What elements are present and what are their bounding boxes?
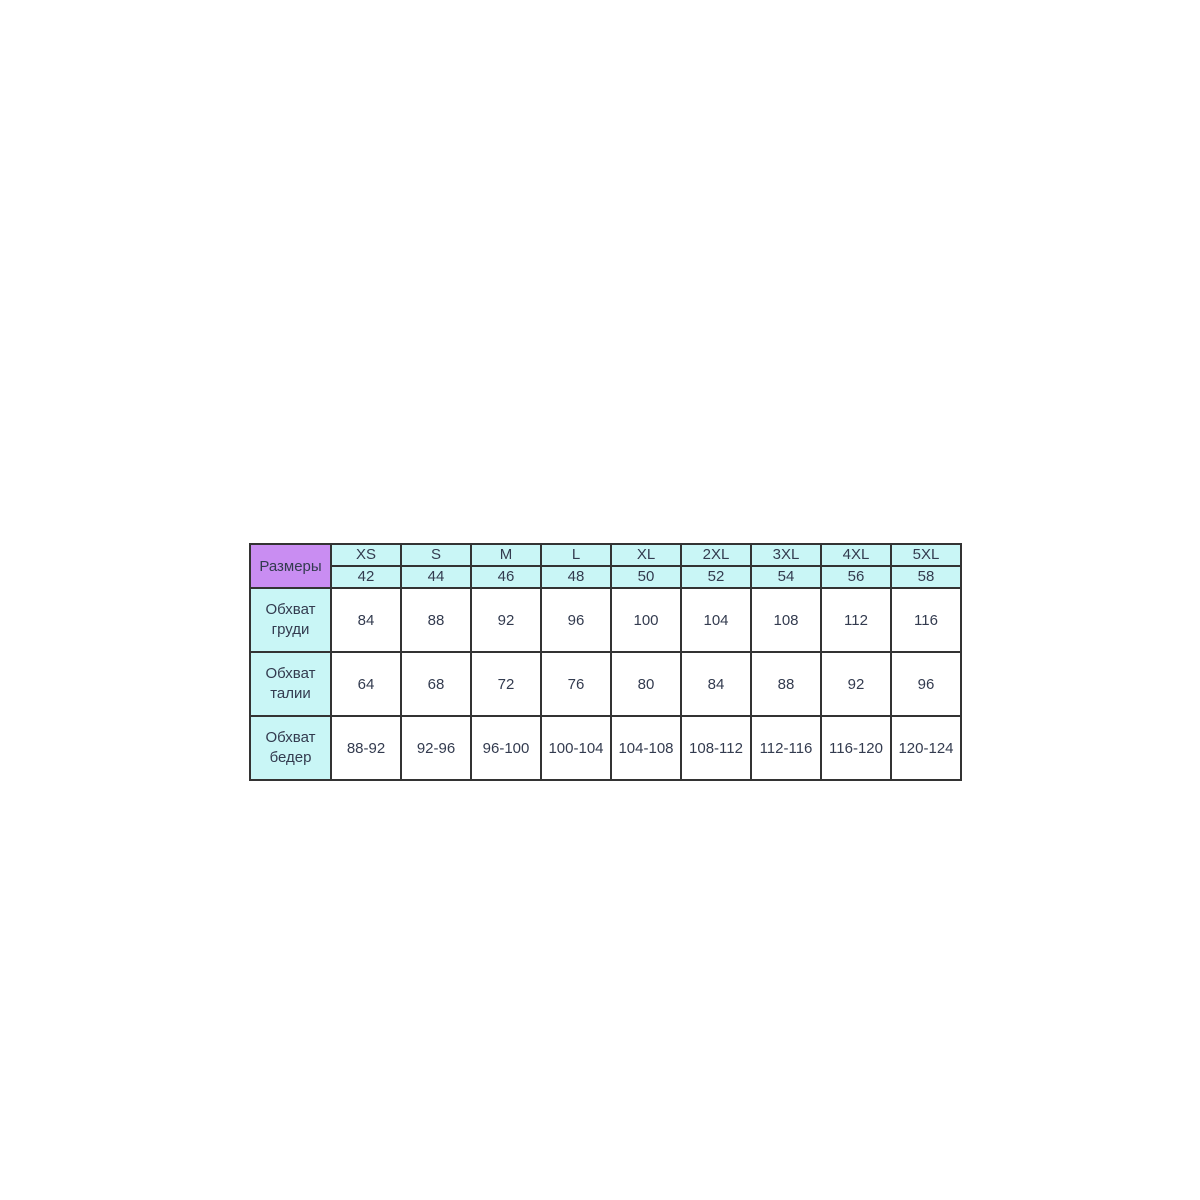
table-cell: 88	[400, 587, 472, 653]
table-cell: 76	[540, 651, 612, 717]
table-row-chest: Обхват груди 84 88 92 96 100 104 108 112…	[249, 587, 962, 653]
size-number-row: 42 44 46 48 50 52 54 56 58	[250, 565, 962, 589]
size-number-56: 56	[820, 565, 892, 589]
size-number-52: 52	[680, 565, 752, 589]
table-cell: 104	[680, 587, 752, 653]
size-name-xs: XS	[330, 543, 402, 567]
size-name-3xl: 3XL	[750, 543, 822, 567]
table-cell: 68	[400, 651, 472, 717]
table-row-hips: Обхват бедер 88-92 92-96 96-100 100-104 …	[249, 715, 962, 781]
size-name-row: Размеры XS S M L XL 2XL 3XL 4XL 5XL	[249, 543, 962, 589]
size-number-46: 46	[470, 565, 542, 589]
table-cell: 92-96	[400, 715, 472, 781]
size-name-m: M	[470, 543, 542, 567]
size-number-54: 54	[750, 565, 822, 589]
size-name-s: S	[400, 543, 472, 567]
size-name-5xl: 5XL	[890, 543, 962, 567]
table-cell: 96	[890, 651, 962, 717]
row-label-waist: Обхват талии	[249, 651, 332, 717]
table-cell: 92	[820, 651, 892, 717]
table-cell: 96	[540, 587, 612, 653]
table-cell: 112-116	[750, 715, 822, 781]
table-cell: 96-100	[470, 715, 542, 781]
size-name-l: L	[540, 543, 612, 567]
table-cell: 104-108	[610, 715, 682, 781]
size-chart-table: Размеры XS S M L XL 2XL 3XL 4XL 5XL 42 4…	[249, 543, 962, 781]
table-cell: 88	[750, 651, 822, 717]
table-cell: 100-104	[540, 715, 612, 781]
table-cell: 92	[470, 587, 542, 653]
table-cell: 84	[680, 651, 752, 717]
size-number-48: 48	[540, 565, 612, 589]
size-name-4xl: 4XL	[820, 543, 892, 567]
table-cell: 64	[330, 651, 402, 717]
table-cell: 112	[820, 587, 892, 653]
table-cell: 116	[890, 587, 962, 653]
row-label-chest: Обхват груди	[249, 587, 332, 653]
table-cell: 108-112	[680, 715, 752, 781]
table-cell: 120-124	[890, 715, 962, 781]
size-name-2xl: 2XL	[680, 543, 752, 567]
table-cell: 116-120	[820, 715, 892, 781]
size-number-42: 42	[330, 565, 402, 589]
size-number-58: 58	[890, 565, 962, 589]
table-cell: 72	[470, 651, 542, 717]
table-row-waist: Обхват талии 64 68 72 76 80 84 88 92 96	[249, 651, 962, 717]
table-cell: 108	[750, 587, 822, 653]
corner-label: Размеры	[249, 543, 332, 589]
table-cell: 100	[610, 587, 682, 653]
table-cell: 84	[330, 587, 402, 653]
size-number-50: 50	[610, 565, 682, 589]
table-cell: 88-92	[330, 715, 402, 781]
row-label-hips: Обхват бедер	[249, 715, 332, 781]
table-cell: 80	[610, 651, 682, 717]
size-number-44: 44	[400, 565, 472, 589]
size-name-xl: XL	[610, 543, 682, 567]
